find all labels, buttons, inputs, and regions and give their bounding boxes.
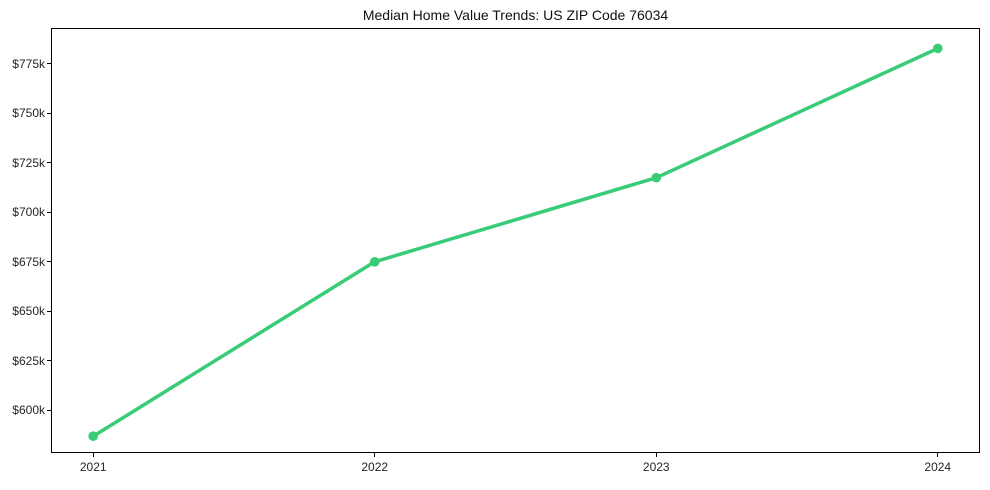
x-axis-tick xyxy=(655,453,657,457)
y-axis-tick-label: $675k xyxy=(12,254,45,269)
y-axis-tick xyxy=(47,310,51,312)
y-axis-tick-label: $625k xyxy=(12,353,45,368)
x-axis-tick-label: 2023 xyxy=(642,460,670,474)
y-axis-tick-label: $600k xyxy=(12,403,45,418)
y-axis-tick xyxy=(47,261,51,263)
y-axis-tick xyxy=(47,211,51,213)
y-axis-tick xyxy=(47,112,51,114)
y-axis-tick-label: $725k xyxy=(12,155,45,170)
y-axis-tick xyxy=(47,360,51,362)
y-axis-tick-label: $700k xyxy=(12,205,45,220)
x-axis-tick-label: 2024 xyxy=(924,460,952,474)
y-axis-tick xyxy=(47,63,51,65)
x-axis-tick xyxy=(937,453,939,457)
y-axis-tick-label: $650k xyxy=(12,304,45,319)
chart-title: Median Home Value Trends: US ZIP Code 76… xyxy=(362,7,669,23)
y-axis-tick-label: $775k xyxy=(12,56,45,71)
x-axis-tick xyxy=(374,453,376,457)
y-axis-tick xyxy=(47,409,51,411)
y-axis-tick-label: $750k xyxy=(12,106,45,121)
plot-area xyxy=(51,28,980,453)
y-axis-tick xyxy=(47,162,51,164)
x-axis-tick-label: 2021 xyxy=(79,460,107,474)
x-axis-tick xyxy=(92,453,94,457)
x-axis-tick-label: 2022 xyxy=(361,460,389,474)
